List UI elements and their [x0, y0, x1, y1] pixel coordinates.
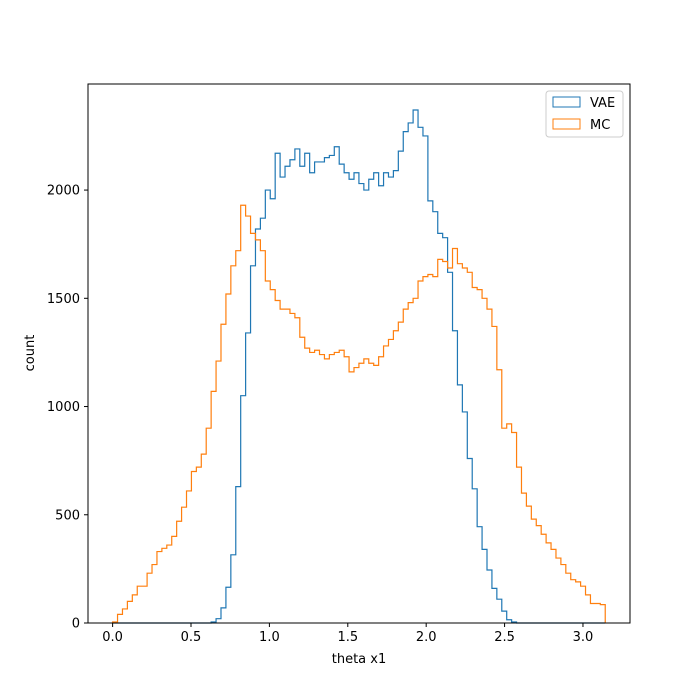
y-tick-label: 1500: [47, 292, 80, 307]
x-axis-label: theta x1: [332, 652, 387, 667]
x-tick-label: 1.5: [337, 630, 358, 645]
y-tick-label: 0: [72, 617, 80, 632]
x-tick-label: 2.5: [494, 630, 515, 645]
legend-box: [545, 90, 624, 138]
y-axis-label: count: [23, 335, 38, 372]
y-axis: 0 500 1000 1500 2000: [47, 184, 88, 632]
legend-label-mc: MC: [590, 118, 610, 133]
x-tick-label: 2.0: [416, 630, 437, 645]
legend-label-vae: VAE: [590, 96, 615, 111]
x-tick-label: 0.0: [102, 630, 123, 645]
series-step-mc: [112, 204, 606, 623]
series-step-vae: [112, 109, 606, 624]
x-tick-label: 1.0: [259, 630, 280, 645]
x-tick-label: 3.0: [573, 630, 594, 645]
legend-swatch-mc: [552, 118, 581, 130]
legend-swatch-vae: [552, 96, 581, 108]
y-tick-label: 500: [55, 508, 80, 523]
x-tick-label: 0.5: [181, 630, 202, 645]
y-tick-label: 1000: [47, 400, 80, 415]
x-axis: 0.0 0.5 1.0 1.5 2.0 2.5 3.0: [102, 623, 593, 645]
y-tick-label: 2000: [47, 184, 80, 199]
plot-frame: [87, 83, 631, 624]
legend: VAE MC: [545, 90, 624, 138]
